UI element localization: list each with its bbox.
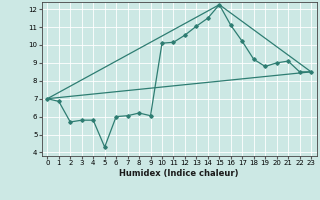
X-axis label: Humidex (Indice chaleur): Humidex (Indice chaleur) (119, 169, 239, 178)
